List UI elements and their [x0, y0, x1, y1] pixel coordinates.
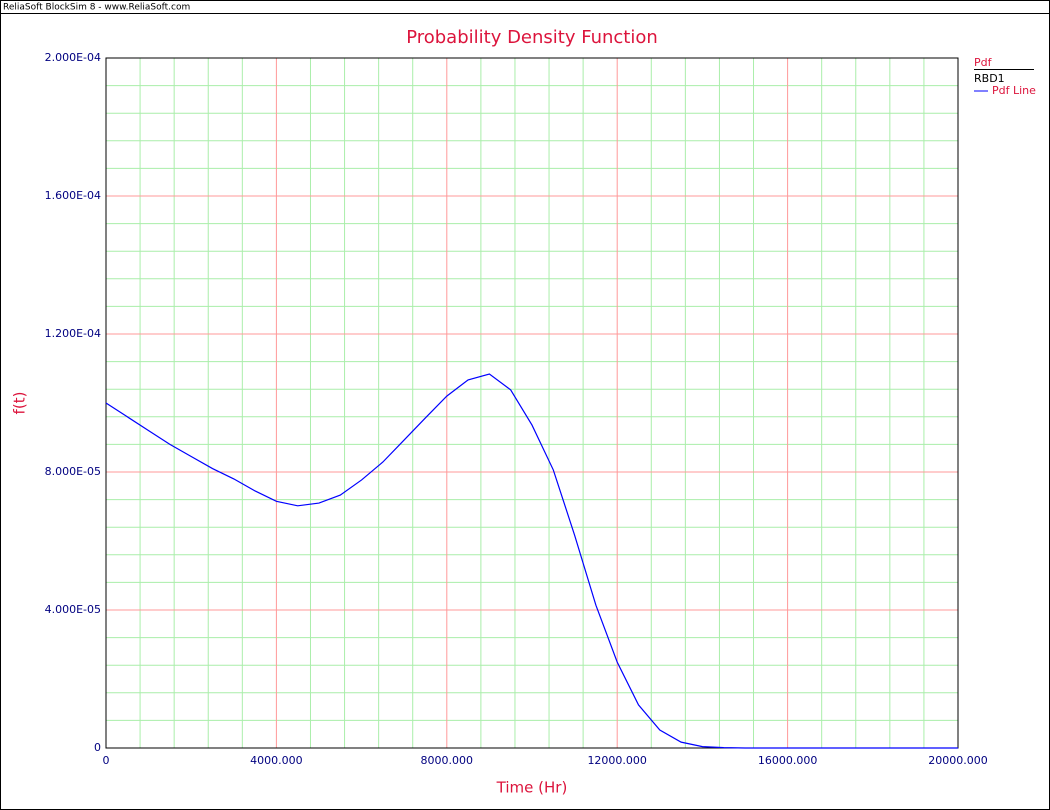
legend-label: Pdf Line	[992, 84, 1036, 97]
y-tick-label: 0	[94, 741, 101, 754]
y-tick-label: 1.600E-04	[45, 189, 101, 202]
legend-heading: Pdf	[974, 56, 993, 69]
window-title: ReliaSoft BlockSim 8 - www.ReliaSoft.com	[3, 3, 190, 13]
y-tick-label: 2.000E-04	[45, 51, 101, 64]
pdf-line	[105, 373, 958, 749]
x-tick-label: 0	[103, 754, 110, 767]
x-tick-label: 16000.000	[758, 754, 818, 767]
chart-title: Probability Density Function	[406, 27, 658, 48]
y-tick-label: 1.200E-04	[45, 327, 101, 340]
x-tick-label: 8000.000	[421, 754, 474, 767]
x-tick-label: 4000.000	[250, 754, 303, 767]
x-axis-label: Time (Hr)	[496, 779, 568, 797]
y-axis-label: f(t)	[11, 392, 29, 415]
x-tick-label: 12000.000	[587, 754, 647, 767]
legend-group: RBD1	[974, 72, 1005, 85]
x-tick-label: 20000.000	[928, 754, 988, 767]
y-tick-label: 8.000E-05	[45, 465, 101, 478]
y-tick-label: 4.000E-05	[45, 603, 101, 616]
